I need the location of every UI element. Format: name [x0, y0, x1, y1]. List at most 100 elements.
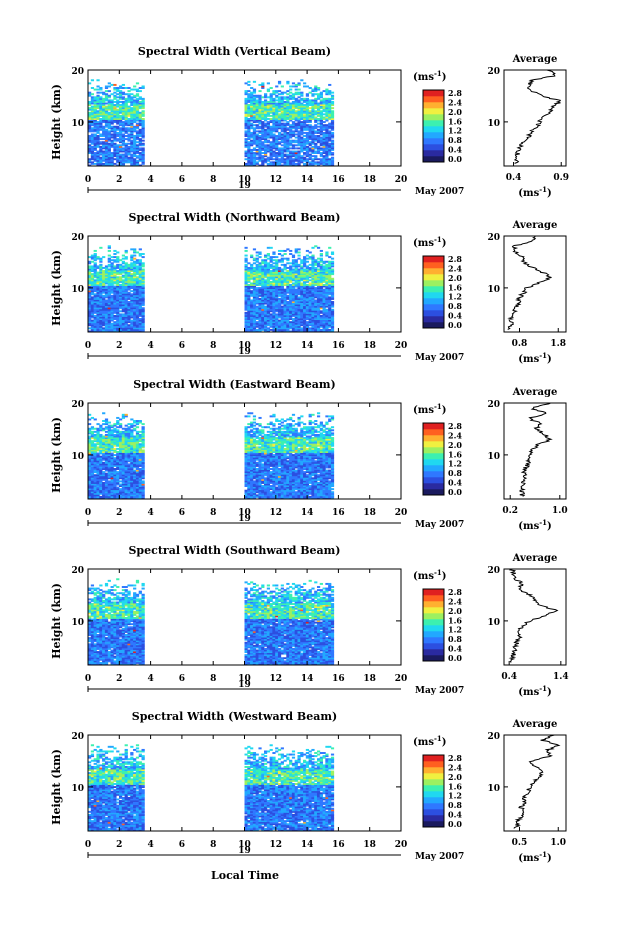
- heatmap-cell: [264, 301, 268, 303]
- heatmap-cell: [116, 150, 120, 153]
- heatmap-cell: [102, 324, 106, 327]
- heatmap-cell: [130, 322, 134, 325]
- heatmap-cell: [322, 327, 326, 330]
- heatmap-cell: [102, 475, 106, 478]
- heatmap-cell: [275, 313, 279, 316]
- heatmap-cell: [322, 156, 326, 159]
- heatmap-cell: [121, 296, 126, 299]
- heatmap-cell: [314, 311, 318, 314]
- heatmap-cell: [272, 302, 276, 305]
- heatmap-cell: [244, 328, 248, 331]
- heatmap-cell: [141, 158, 145, 161]
- heatmap-cell: [272, 145, 276, 148]
- heatmap-cell: [303, 324, 307, 327]
- heatmap-cell: [96, 316, 100, 319]
- heatmap-cell: [300, 155, 304, 158]
- heatmap-cell: [297, 99, 301, 102]
- heatmap-cell: [104, 135, 109, 137]
- heatmap-cell: [116, 285, 120, 288]
- heatmap-cell: [118, 110, 123, 113]
- heatmap-cell: [93, 310, 97, 313]
- heatmap-cell: [118, 93, 123, 96]
- heatmap-cell: [88, 93, 92, 96]
- heatmap-cell: [303, 142, 307, 145]
- heatmap-cell: [130, 277, 134, 280]
- heatmap-cell: [124, 111, 128, 114]
- heatmap-cell: [138, 263, 142, 266]
- heatmap-cell: [266, 304, 270, 307]
- heatmap-cell: [297, 310, 301, 313]
- heatmap-cell: [303, 299, 307, 302]
- heatmap-cell: [104, 494, 109, 497]
- heatmap-cell: [303, 158, 307, 161]
- heatmap-cell: [258, 131, 262, 134]
- heatmap-cell: [319, 328, 323, 331]
- heatmap-cell: [244, 294, 248, 297]
- heatmap-cell: [297, 271, 301, 274]
- heatmap-cell: [96, 460, 100, 463]
- heatmap-cell: [113, 259, 117, 262]
- heatmap-cell: [255, 271, 259, 274]
- heatmap-cell: [264, 148, 268, 151]
- heatmap-cell: [294, 260, 298, 263]
- heatmap-cell: [266, 105, 270, 108]
- heatmap-cell: [311, 274, 315, 277]
- heatmap-cell: [130, 110, 134, 113]
- heatmap-cell: [277, 305, 282, 308]
- heatmap-cell: [319, 107, 323, 110]
- heatmap-cell: [283, 124, 287, 127]
- heatmap-cell: [311, 133, 315, 136]
- heatmap-cell: [93, 475, 97, 478]
- heatmap-cell: [244, 325, 248, 328]
- heatmap-cell: [258, 288, 262, 291]
- heatmap-cell: [283, 291, 287, 294]
- heatmap-cell: [135, 90, 140, 93]
- heatmap-cell: [110, 156, 114, 159]
- heatmap-cell: [308, 87, 312, 89]
- colorbar-swatch: [423, 268, 444, 275]
- heatmap-cell: [121, 321, 126, 324]
- heatmap-cell: [107, 273, 111, 276]
- heatmap-cell: [325, 284, 329, 286]
- heatmap-cell: [275, 148, 279, 151]
- heatmap-cell: [272, 270, 276, 273]
- heatmap-cell: [264, 124, 268, 127]
- heatmap-cell: [289, 144, 293, 147]
- heatmap-cell: [90, 458, 95, 461]
- heatmap-cell: [138, 253, 142, 255]
- heatmap-cell: [305, 131, 310, 134]
- heatmap-cell: [121, 87, 126, 89]
- heatmap-cell: [133, 138, 137, 141]
- heatmap-cell: [291, 100, 296, 103]
- heatmap-cell: [322, 102, 326, 105]
- heatmap-cell: [107, 288, 111, 291]
- heatmap-cell: [330, 277, 335, 280]
- heatmap-cell: [314, 135, 318, 137]
- heatmap-cell: [138, 287, 142, 290]
- heatmap-cell: [322, 273, 326, 276]
- heatmap-cell: [325, 276, 329, 279]
- heatmap-cell: [90, 440, 95, 443]
- heatmap-cell: [93, 461, 97, 464]
- heatmap-cell: [272, 262, 276, 265]
- heatmap-cell: [244, 263, 248, 266]
- heatmap-cell: [328, 319, 332, 322]
- heatmap-cell: [255, 296, 259, 299]
- heatmap-cell: [88, 464, 92, 467]
- heatmap-cell: [269, 285, 273, 288]
- heatmap-cell: [311, 110, 315, 113]
- heatmap-cell: [102, 162, 106, 165]
- heatmap-cell: [141, 162, 145, 165]
- heatmap-cell: [252, 88, 257, 91]
- heatmap-cell: [283, 145, 287, 148]
- heatmap-cell: [113, 271, 117, 274]
- heatmap-cell: [102, 441, 106, 444]
- heatmap-cell: [99, 88, 103, 91]
- heatmap-cell: [88, 440, 92, 443]
- heatmap-cell: [280, 141, 284, 144]
- heatmap-cell: [107, 324, 111, 327]
- heatmap-cell: [118, 90, 123, 93]
- heatmap-cell: [141, 97, 145, 100]
- heatmap-cell: [311, 256, 315, 259]
- heatmap-cell: [255, 94, 259, 97]
